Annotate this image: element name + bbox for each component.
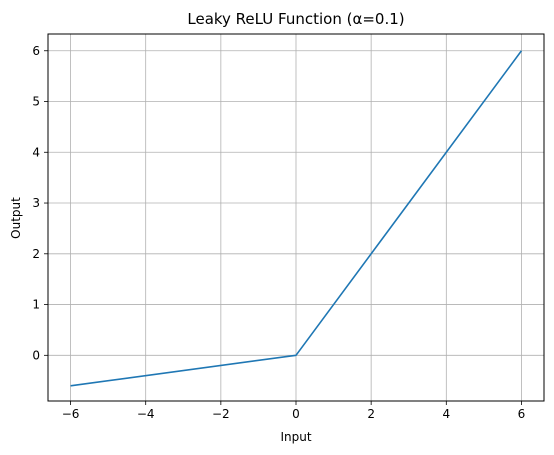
x-tick-label: −2 [212, 407, 230, 421]
y-tick-label: 3 [32, 196, 40, 210]
x-tick-label: 2 [367, 407, 375, 421]
series-layer [70, 50, 523, 387]
x-axis-label: Input [280, 430, 311, 444]
x-tick-label: −4 [137, 407, 155, 421]
y-tick-label: 6 [32, 44, 40, 58]
series-line [70, 50, 523, 387]
y-tick-label: 5 [32, 95, 40, 109]
y-tick-label: 4 [32, 145, 40, 159]
grid [48, 34, 544, 401]
y-tick-label: 1 [32, 298, 40, 312]
x-tick-label: −6 [62, 407, 80, 421]
x-tick-label: 6 [518, 407, 526, 421]
y-axis-label: Output [9, 197, 23, 239]
ticks: −6 −4 −2 0 2 4 6 0 1 2 3 4 5 6 [32, 44, 525, 421]
y-tick-label: 0 [32, 348, 40, 362]
chart-title: Leaky ReLU Function (α=0.1) [187, 10, 404, 28]
y-tick-label: 2 [32, 247, 40, 261]
x-tick-label: 0 [292, 407, 300, 421]
x-tick-label: 4 [442, 407, 450, 421]
